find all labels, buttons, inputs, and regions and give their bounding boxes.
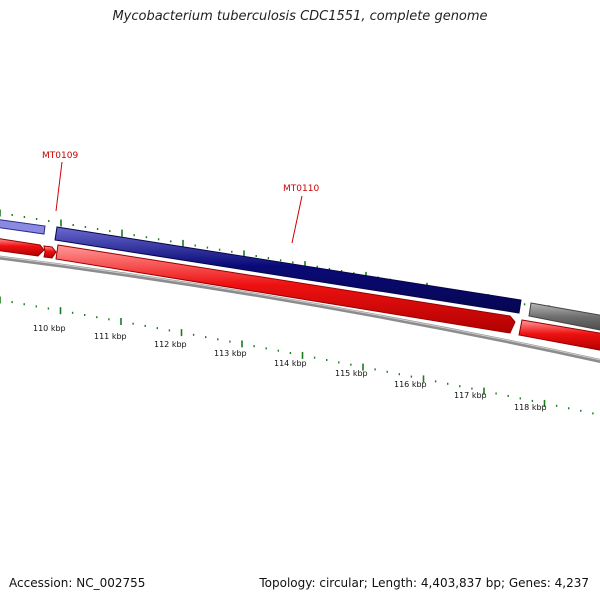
kbp-label-112: 112 kbp bbox=[154, 340, 187, 349]
gray-feature[interactable] bbox=[528, 302, 600, 331]
kbp-label-115: 115 kbp bbox=[335, 369, 368, 378]
forward-cds-mt0110[interactable] bbox=[54, 226, 522, 314]
gene-label-mt0109[interactable]: MT0109 bbox=[42, 151, 78, 161]
genome-backbone-highlight bbox=[0, 256, 600, 361]
map-title: Mycobacterium tuberculosis CDC1551, comp… bbox=[112, 9, 488, 24]
footer-stats: Topology: circular; Length: 4,403,837 bp… bbox=[259, 576, 589, 590]
gene-label-mt0110[interactable]: MT0110 bbox=[283, 184, 319, 194]
forward-cds-partial[interactable] bbox=[0, 219, 46, 235]
kbp-label-110: 110 kbp bbox=[33, 324, 66, 333]
mt0110-leader-line bbox=[291, 195, 303, 244]
inner-tick-scale bbox=[0, 296, 594, 415]
reverse-cds-main[interactable] bbox=[55, 244, 516, 334]
genome-backbone bbox=[0, 255, 600, 363]
footer-accession: Accession: NC_002755 bbox=[9, 576, 146, 590]
reverse-cds-mt0109[interactable] bbox=[43, 245, 57, 259]
kbp-label-118: 118 kbp bbox=[514, 403, 547, 412]
reverse-cds-right[interactable] bbox=[518, 319, 600, 351]
reverse-cds-left[interactable] bbox=[0, 238, 45, 257]
kbp-label-113: 113 kbp bbox=[214, 349, 247, 358]
kbp-label-114: 114 kbp bbox=[274, 359, 307, 368]
kbp-label-111: 111 kbp bbox=[94, 332, 127, 341]
kbp-label-116: 116 kbp bbox=[394, 380, 427, 389]
mt0109-leader-line bbox=[55, 161, 63, 212]
kbp-label-117: 117 kbp bbox=[454, 391, 487, 400]
